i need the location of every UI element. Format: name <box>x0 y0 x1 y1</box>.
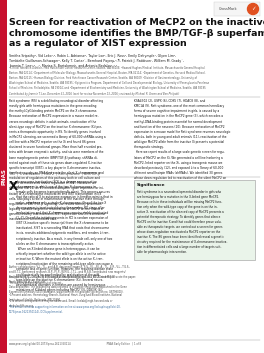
Text: ¹2To whom correspondence may be addressed. Email: leelab@mgh.harvard.edu or
aded: ¹2To whom correspondence may be addresse… <box>9 299 112 308</box>
Text: This article contains supporting information online at www.pnas.org/lookup/suppl: This article contains supporting informa… <box>9 305 120 314</box>
Text: ✓: ✓ <box>251 6 255 12</box>
Text: Rett syndrome (RS) is a debilitating neurological disorder affecting
mostly girl: Rett syndrome (RS) is a debilitating neu… <box>9 99 106 221</box>
Text: KSA4302 (2), USPX (6), CDK5 (7), HDAC8 (8), and
KMC1A (9). Rett syndrome, one of: KSA4302 (2), USPX (6), CDK5 (7), HDAC8 (… <box>134 99 230 196</box>
Text: Significance: Significance <box>137 183 166 187</box>
Text: XIST  |  X inactivation  |  MeCP2  |  Rett syndrome  |  BMP/TGF-β: XIST | X inactivation | MeCP2 | Rett syn… <box>9 172 100 176</box>
Text: Smitha Sripathy¹, Vid Leko²,³, Robin L. Adrianse¹, Taylor Loe¹, Eric J. Ross¹, E: Smitha Sripathy¹, Vid Leko²,³, Robin L. … <box>9 54 184 68</box>
Bar <box>214 2 260 16</box>
Text: www.pnas.org/cgi/doi/10.1073/pnas.1621350114                                    : www.pnas.org/cgi/doi/10.1073/pnas.162135… <box>9 342 141 346</box>
Text: Author contributions: V.L., T.L., and A.B. designed research; S.S., V.L., R.L.A.: Author contributions: V.L., T.L., and A.… <box>9 265 136 279</box>
Text: chromosome inactivation (XCI) is a dosage-compensation
phenomenon in which one o: chromosome inactivation (XCI) is a dosag… <box>16 180 113 292</box>
Text: PNAS: PNAS <box>1 168 6 185</box>
Text: CrossMark: CrossMark <box>219 7 237 11</box>
Circle shape <box>248 4 258 14</box>
Text: X: X <box>9 180 18 193</box>
Bar <box>0 0 7 353</box>
Text: Screen for reactivation of MeCP2 on the inactive X
chromosome identifies the BMP: Screen for reactivation of MeCP2 on the … <box>9 18 264 48</box>
Text: Rett syndrome is a neurodevelopmental disorder in girls who
are hemizygous for a: Rett syndrome is a neurodevelopmental di… <box>137 190 227 254</box>
Text: Contributed by Jeannie T. Lee, December 31, 2016 (sent for review November 13, 2: Contributed by Jeannie T. Lee, December … <box>9 92 179 96</box>
Text: ¹Clinical Research Division, Fred Hutchinson Cancer Research Center, Seattle, WA: ¹Clinical Research Division, Fred Hutchi… <box>9 66 209 90</box>
Text: ¹1Present address: Hematology Branch, National Heart, Lung and Blood Institute, : ¹1Present address: Hematology Branch, Na… <box>9 293 122 302</box>
Text: The authors declare no conflict of interest.: The authors declare no conflict of inter… <box>9 281 62 285</box>
Text: Data deposition: The sequencing data reported in this paper have been deposited : Data deposition: The sequencing data rep… <box>9 285 127 294</box>
Text: Reviewers: J.B.U., University of Massachusetts Medical School; and B.P., Univers: Reviewers: J.B.U., University of Massach… <box>9 275 115 284</box>
Bar <box>134 180 255 260</box>
